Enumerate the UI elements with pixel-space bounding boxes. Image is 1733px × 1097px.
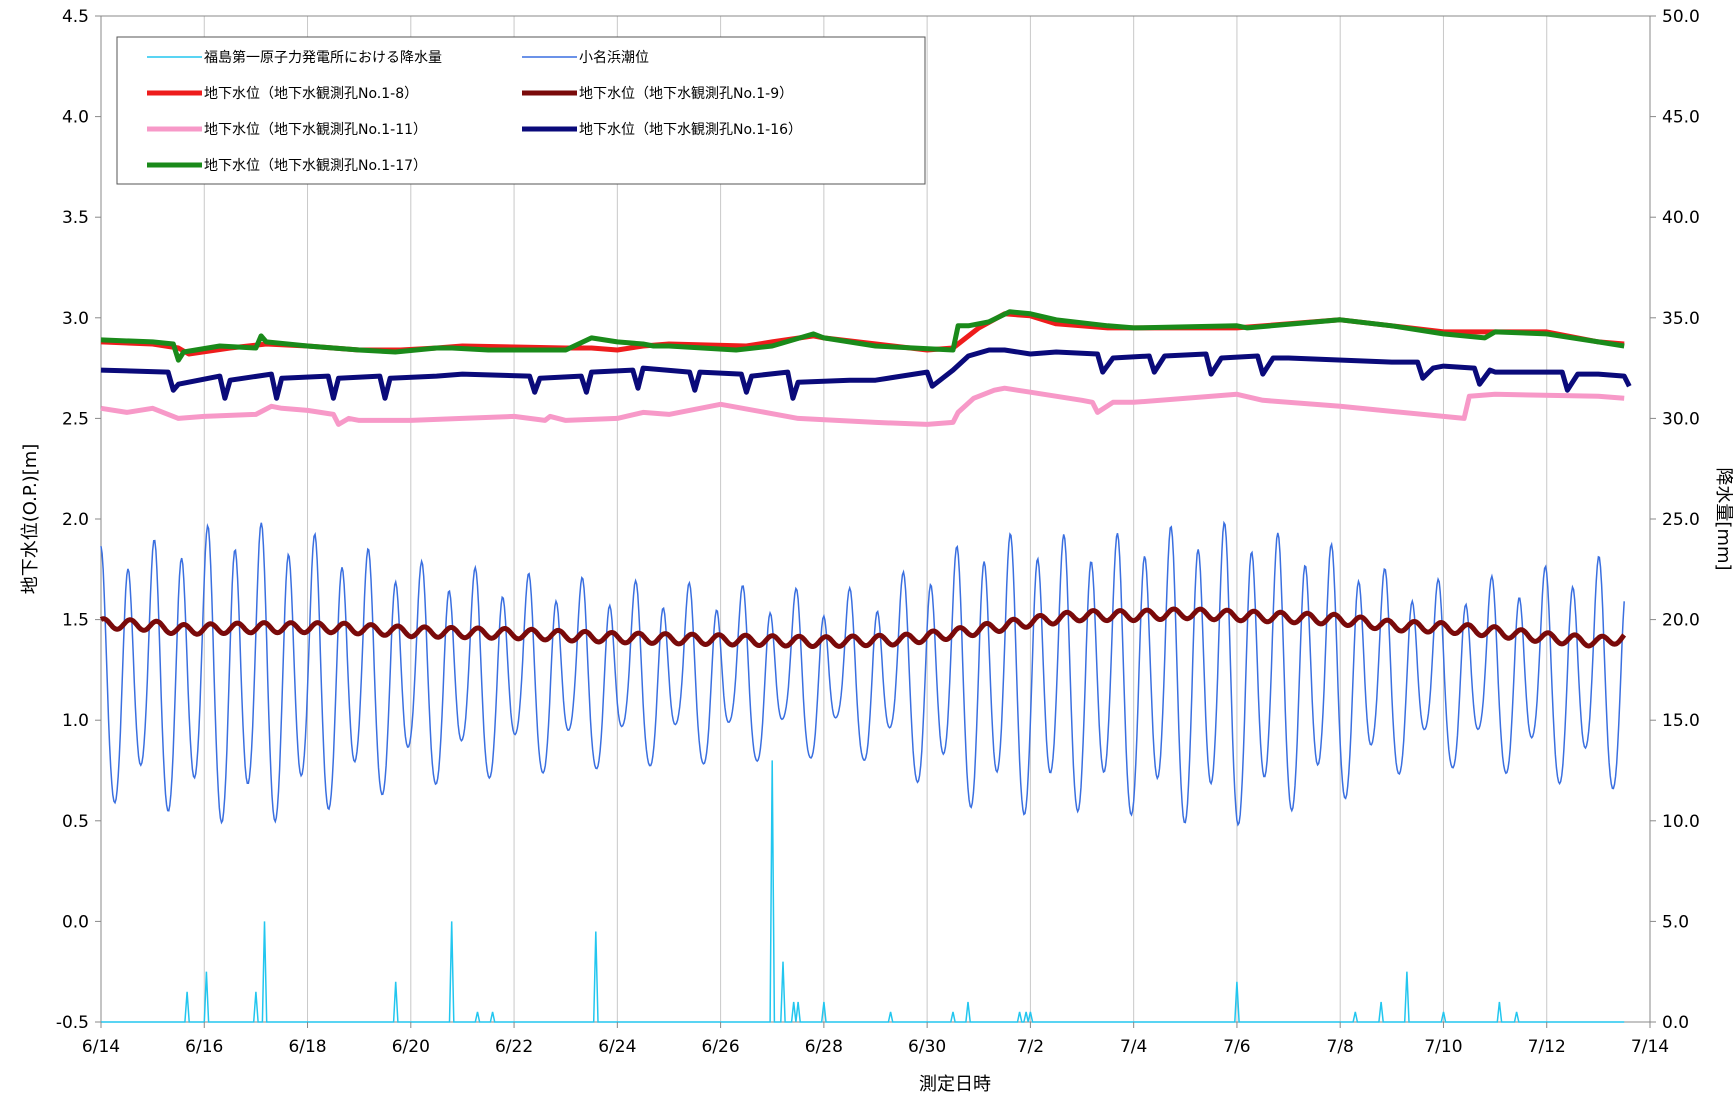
left-tick-label: -0.5	[56, 1013, 89, 1033]
x-tick-label: 6/18	[288, 1037, 326, 1057]
series-well-1-17-line	[100, 309, 1625, 363]
x-axis-title: 測定日時	[919, 1074, 991, 1095]
legend-label: 地下水位（地下水観測孔No.1-11）	[204, 121, 427, 138]
left-tick-label: 2.0	[62, 510, 89, 530]
legend-label: 福島第一原子力発電所における降水量	[204, 49, 442, 66]
right-tick-label: 10.0	[1662, 812, 1700, 832]
right-tick-label: 20.0	[1662, 611, 1700, 631]
left-tick-label: 3.0	[62, 309, 89, 329]
x-tick-label: 7/12	[1528, 1037, 1566, 1057]
x-tick-label: 7/4	[1120, 1037, 1147, 1057]
legend: 福島第一原子力発電所における降水量 小名浜潮位地下水位（地下水観測孔No.1-8）…	[116, 36, 926, 185]
left-tick-label: 0.5	[62, 812, 89, 832]
right-tick-label: 35.0	[1662, 309, 1700, 329]
right-tick-label: 0.0	[1662, 1013, 1689, 1033]
left-tick-label: 1.5	[62, 611, 89, 631]
legend-label: 地下水位（地下水観測孔No.1-17）	[204, 157, 427, 174]
x-tick-label: 6/28	[805, 1037, 843, 1057]
series-well-1-11-line	[100, 385, 1625, 427]
x-tick-label: 7/6	[1223, 1037, 1250, 1057]
x-axis-ticks: 6/14 6/16 6/18 6/20 6/22 6/24 6/26 6/28 6/30 7/2 7…	[82, 1022, 1669, 1057]
x-tick-label: 6/22	[495, 1037, 533, 1057]
x-tick-label: 6/14	[82, 1037, 120, 1057]
left-tick-label: 0.0	[62, 912, 89, 932]
left-tick-label: 4.0	[62, 108, 89, 128]
series-rainfall-line	[101, 760, 1625, 1023]
right-tick-label: 5.0	[1662, 912, 1689, 932]
x-tick-label: 6/20	[392, 1037, 430, 1057]
series-well-1-16-line	[100, 347, 1632, 401]
series-well-1-9-line	[99, 606, 1627, 649]
series-layer	[99, 309, 1632, 1023]
legend-label: 地下水位（地下水観測孔No.1-16）	[579, 121, 802, 138]
x-tick-label: 6/30	[908, 1037, 946, 1057]
right-tick-label: 15.0	[1662, 711, 1700, 731]
legend-label: 小名浜潮位	[579, 50, 649, 66]
right-axis-ticks: 0.0 5.0 10.0 15.0 20.0 25.0 30.0 35.0 40.0 45.0 50…	[1650, 7, 1700, 1033]
left-tick-label: 2.5	[62, 409, 89, 429]
right-tick-label: 45.0	[1662, 108, 1700, 128]
left-tick-label: 1.0	[62, 711, 89, 731]
left-axis-ticks: -0.5 0.0 0.5 1.0 1.5 2.0 2.5 3.0 3.5 4.0 4.5	[56, 7, 101, 1033]
x-tick-label: 6/24	[598, 1037, 636, 1057]
left-tick-label: 3.5	[62, 208, 89, 228]
legend-label: 地下水位（地下水観測孔No.1-9）	[579, 85, 793, 102]
x-tick-label: 7/14	[1631, 1037, 1669, 1057]
legend-label: 地下水位（地下水観測孔No.1-8）	[204, 85, 418, 102]
x-tick-label: 7/8	[1327, 1037, 1354, 1057]
right-tick-label: 30.0	[1662, 409, 1700, 429]
x-tick-label: 6/26	[702, 1037, 740, 1057]
left-tick-label: 4.5	[62, 7, 89, 27]
x-tick-label: 7/10	[1424, 1037, 1462, 1057]
right-axis-title: 降水量[mm]	[1713, 467, 1733, 570]
right-tick-label: 40.0	[1662, 208, 1700, 228]
series-tide-line	[100, 520, 1625, 827]
x-tick-label: 6/16	[185, 1037, 223, 1057]
legend-box	[116, 36, 926, 185]
right-tick-label: 25.0	[1662, 510, 1700, 530]
right-tick-label: 50.0	[1662, 7, 1700, 27]
x-tick-label: 7/2	[1017, 1037, 1044, 1057]
left-axis-title: 地下水位(O.P.)[m]	[20, 444, 41, 595]
